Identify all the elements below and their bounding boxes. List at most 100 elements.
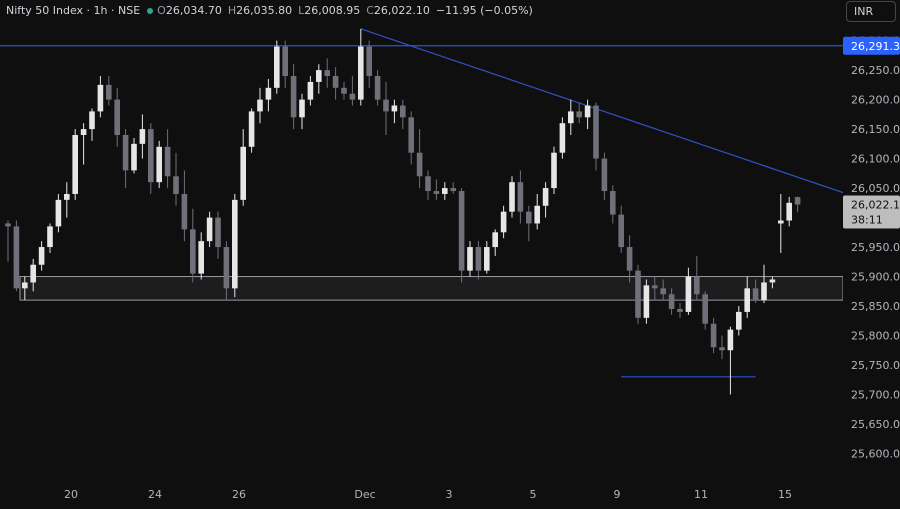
candle-body [22, 282, 28, 289]
support-zone [19, 276, 844, 301]
candle-body [786, 202, 792, 221]
candle-body [433, 191, 440, 194]
candle-body [626, 247, 633, 271]
candle-body [72, 135, 78, 194]
candle-body [761, 282, 767, 301]
price-tick-label: 26,150.00 [851, 123, 900, 136]
candle-body [668, 294, 675, 309]
candle-body [55, 199, 62, 227]
candle-body [198, 241, 204, 274]
candle-body [139, 129, 146, 144]
time-tick-label: 26 [232, 488, 246, 501]
candle-body [458, 191, 465, 271]
price-tick-label: 26,200.00 [851, 94, 900, 107]
candle-body [618, 214, 624, 248]
time-tick-label: 15 [778, 488, 792, 501]
candle-body [694, 276, 700, 295]
candle-body [248, 111, 255, 147]
high-value: 26,035.80 [236, 4, 293, 17]
candle-body [500, 211, 507, 233]
price-tick-label: 25,600.00 [851, 447, 900, 460]
currency-button[interactable]: INR [846, 1, 896, 22]
candle-body [400, 105, 406, 118]
candle-body [47, 226, 53, 248]
price-axis [843, 0, 900, 505]
candle-body [324, 70, 330, 77]
candle-body [173, 176, 179, 194]
price-label-layer: 26,291.30 26,022.10 38:11 [843, 36, 900, 229]
candle-body [610, 191, 616, 215]
candle-body [576, 111, 582, 118]
candle-body [467, 247, 473, 271]
candle-body [181, 193, 188, 230]
current-price-label [843, 195, 900, 229]
candle-body [332, 76, 339, 88]
candle-body [257, 99, 263, 112]
candle-body [492, 232, 498, 248]
candle-body [13, 226, 20, 289]
candle-body [702, 294, 708, 324]
candle-body [450, 188, 456, 192]
candle-body [240, 146, 246, 200]
time-tick-label: 5 [530, 488, 537, 501]
current-price-text: 26,022.10 [851, 199, 900, 212]
drawing-layer [0, 28, 844, 378]
time-tick-label: 24 [148, 488, 162, 501]
candle-body [794, 197, 801, 205]
time-tick-label: Dec [354, 488, 375, 501]
price-tick-label: 25,700.00 [851, 388, 900, 401]
candle-body [593, 105, 599, 159]
price-tick-label: 26,100.00 [851, 153, 900, 166]
candle-body [316, 70, 322, 82]
candle-body [156, 146, 162, 183]
candle-body [131, 143, 137, 171]
candle-body [89, 111, 95, 130]
candle-body [475, 247, 482, 271]
candle-body [517, 182, 524, 212]
price-tick-label: 25,800.00 [851, 330, 900, 343]
candle-body [366, 46, 372, 77]
candle-body [425, 176, 431, 192]
level-price-text: 26,291.30 [851, 40, 900, 53]
candle-body [484, 247, 490, 271]
candle-body [677, 308, 683, 312]
candle-body [736, 311, 742, 330]
time-tick-label: 11 [694, 488, 708, 501]
candle-body [148, 129, 154, 183]
price-tick-label: 25,950.00 [851, 241, 900, 254]
candle-body [282, 46, 288, 77]
candle-body [5, 223, 11, 227]
candle-body [752, 288, 759, 301]
candle-body [509, 182, 515, 212]
candle-body [719, 347, 725, 351]
candle-body [542, 188, 549, 206]
symbol-title: Nifty 50 Index · 1h · NSE [6, 4, 141, 17]
time-tick-label: 3 [446, 488, 453, 501]
candle-body [534, 205, 540, 224]
candle-body [744, 288, 750, 312]
price-tick-label: 25,750.00 [851, 359, 900, 372]
candle-body [416, 152, 423, 177]
candle-body [358, 46, 364, 100]
candle-body [710, 323, 717, 348]
support-zone-layer [19, 276, 844, 301]
candle-body [307, 81, 314, 100]
low-label: L [298, 4, 305, 17]
price-tick-label: 26,050.00 [851, 182, 900, 195]
candle-body [97, 84, 104, 112]
close-label: C [366, 4, 374, 17]
candle-body [568, 111, 574, 124]
candle-body [164, 146, 171, 177]
candle-body [64, 193, 70, 200]
low-value: 26,008.95 [304, 4, 361, 17]
candle-body [30, 264, 36, 283]
candle-body [349, 93, 356, 100]
price-tick-label: 25,650.00 [851, 418, 900, 431]
level-price-label [843, 36, 900, 55]
candle-body [635, 270, 641, 318]
candle-body [232, 199, 238, 289]
candle-body [778, 220, 784, 224]
